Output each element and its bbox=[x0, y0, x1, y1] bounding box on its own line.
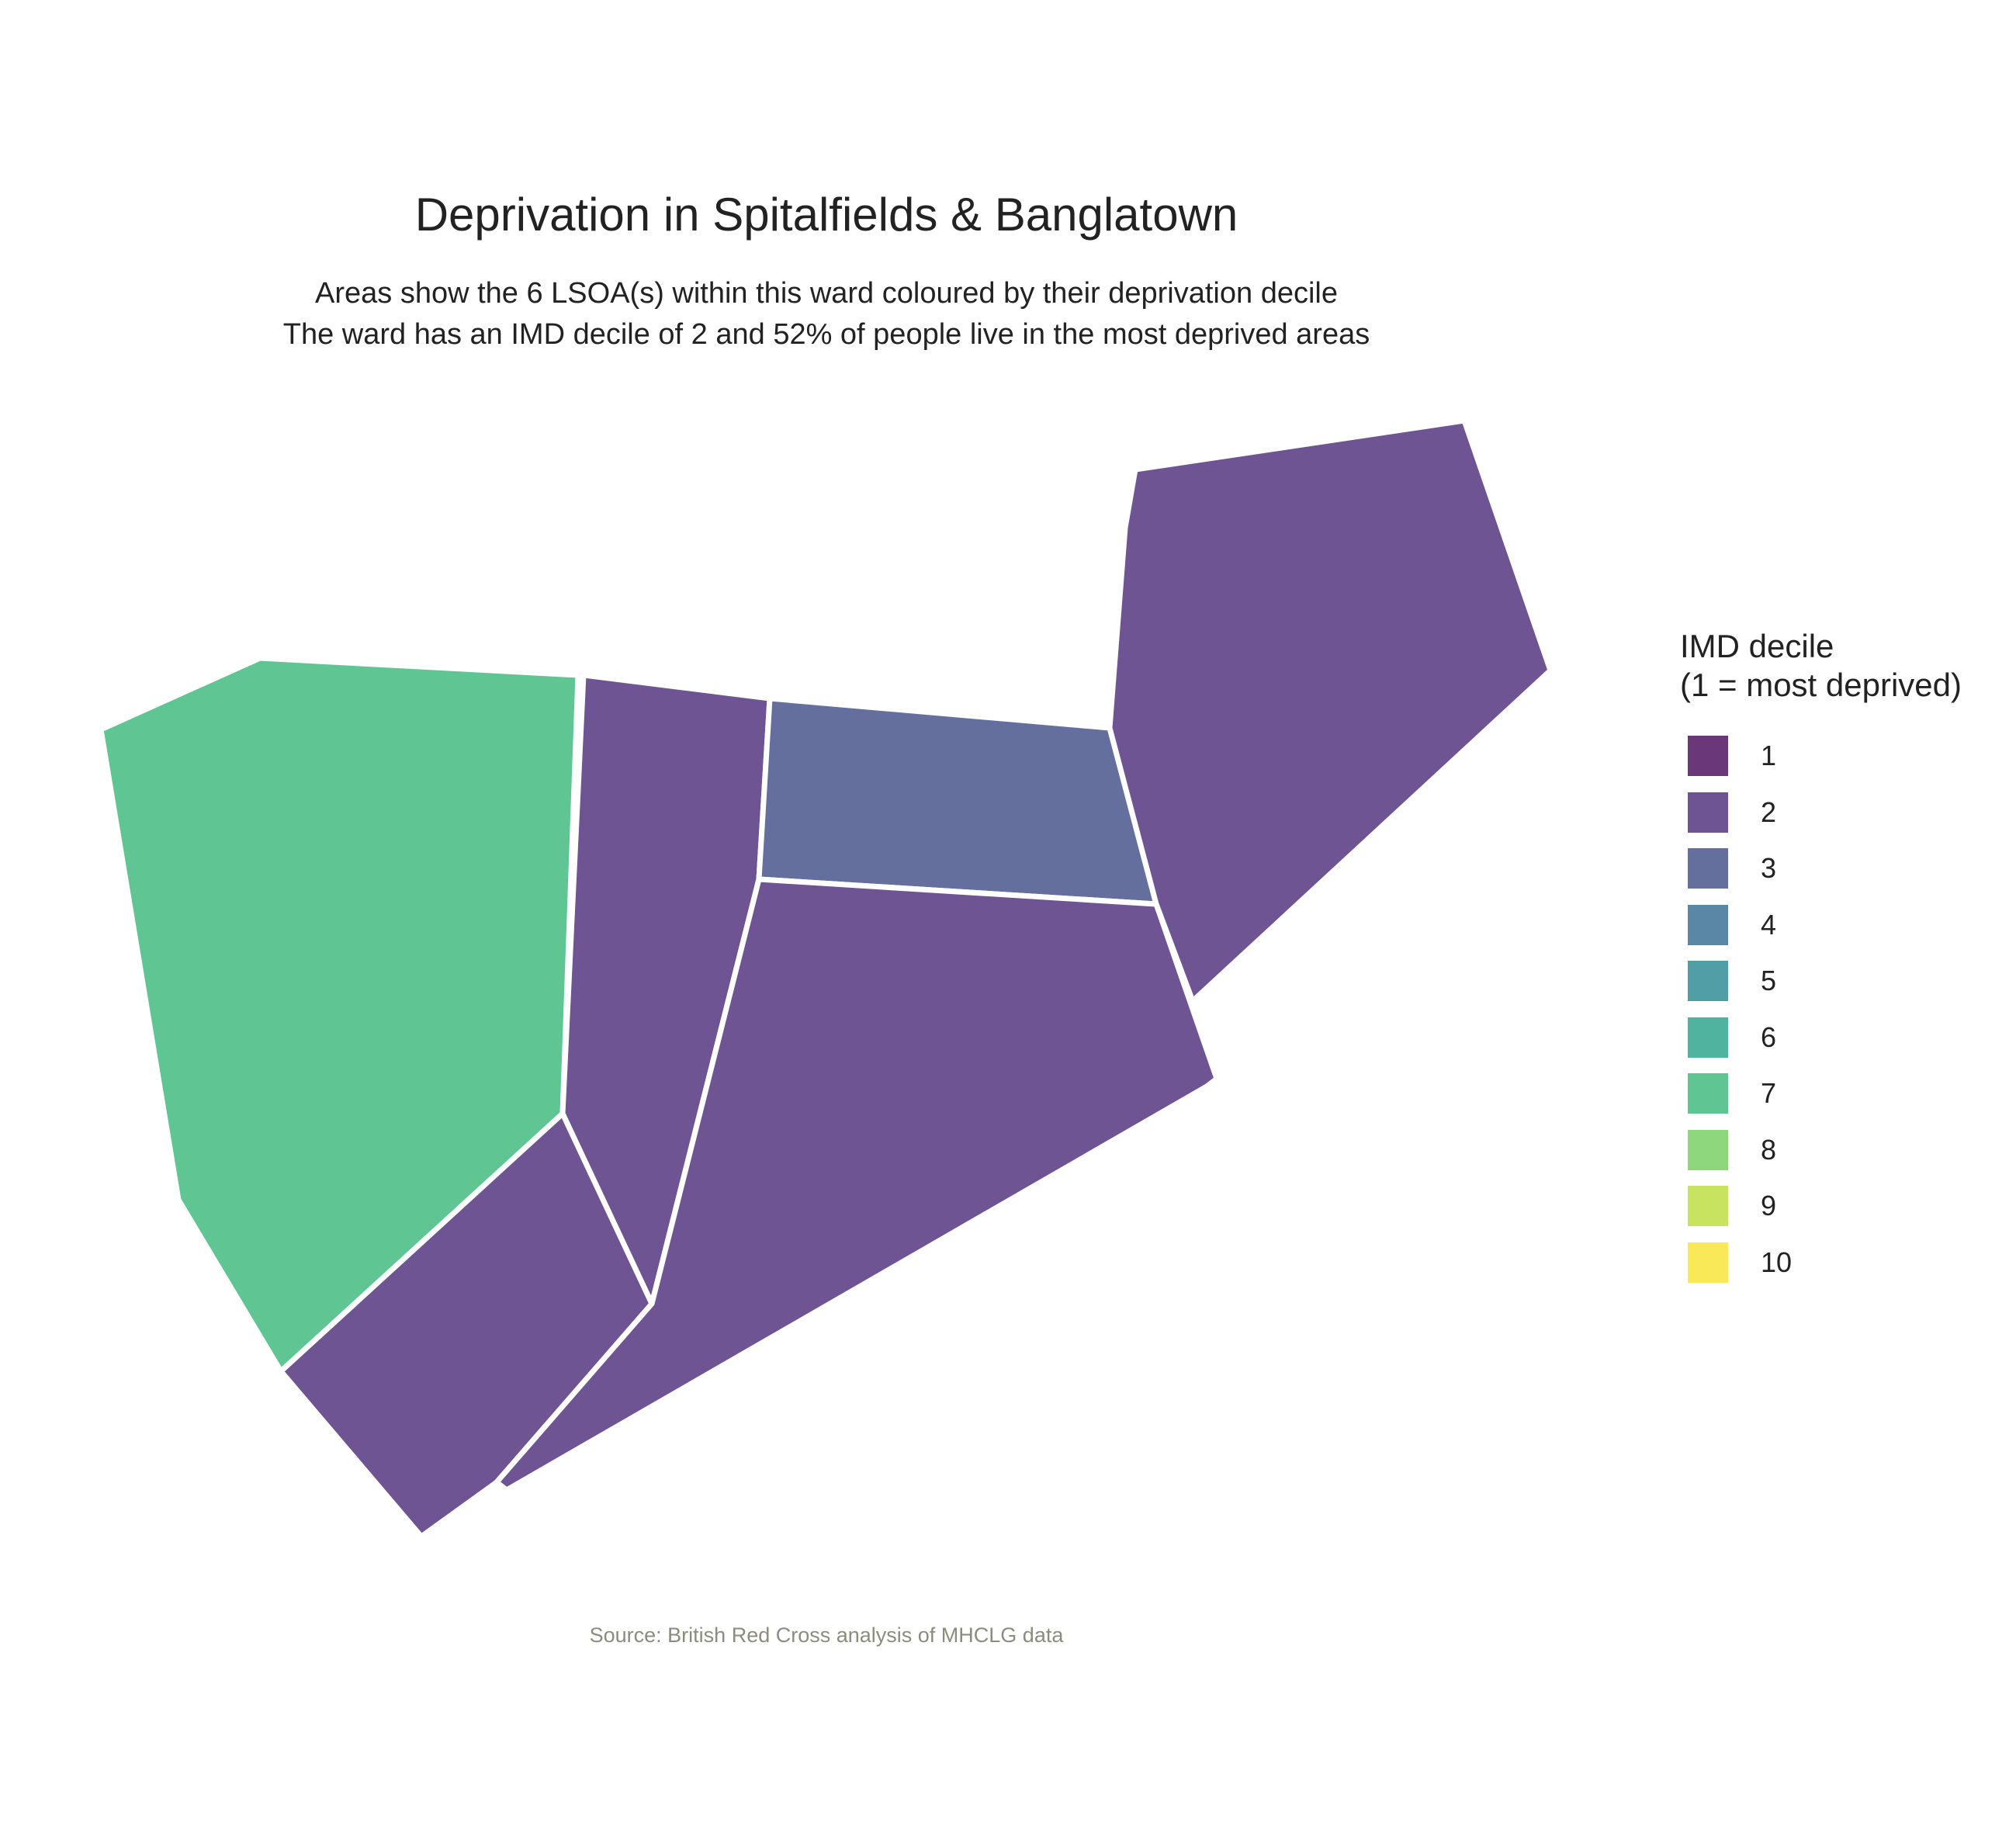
legend-swatch bbox=[1688, 848, 1728, 889]
legend-title-line-1: IMD decile bbox=[1680, 628, 1834, 664]
legend-label: 6 bbox=[1761, 1020, 1777, 1053]
area-lsoa-southwest bbox=[278, 1111, 655, 1540]
legend-label: 2 bbox=[1761, 795, 1777, 828]
legend-swatch bbox=[1688, 961, 1728, 1002]
legend-swatch bbox=[1688, 1242, 1728, 1283]
legend-swatch bbox=[1688, 1186, 1728, 1227]
legend-swatch bbox=[1688, 1129, 1728, 1170]
map-subtitle: Areas show the 6 LSOA(s) within this war… bbox=[0, 273, 1653, 355]
legend-item-8: 8 bbox=[1680, 1122, 1962, 1179]
legend-label: 4 bbox=[1761, 908, 1777, 941]
map-title: Deprivation in Spitalfields & Banglatown bbox=[414, 189, 1238, 241]
legend-label: 1 bbox=[1761, 740, 1777, 772]
legend: IMD decile (1 = most deprived) 1 2 3 4 5 6 7 8 9… bbox=[1680, 627, 1962, 1291]
legend-label: 5 bbox=[1761, 965, 1777, 997]
legend-item-6: 6 bbox=[1680, 1010, 1962, 1066]
legend-item-2: 2 bbox=[1680, 785, 1962, 841]
legend-item-5: 5 bbox=[1680, 953, 1962, 1010]
legend-item-10: 10 bbox=[1680, 1235, 1962, 1291]
legend-swatch bbox=[1688, 904, 1728, 945]
subtitle-line-2: The ward has an IMD decile of 2 and 52% … bbox=[282, 318, 1370, 351]
area-lsoa-northeast bbox=[1107, 418, 1554, 1004]
legend-item-7: 7 bbox=[1680, 1065, 1962, 1122]
legend-item-1: 1 bbox=[1680, 728, 1962, 785]
legend-swatch bbox=[1688, 792, 1728, 833]
legend-swatch bbox=[1688, 1017, 1728, 1058]
legend-title-line-2: (1 = most deprived) bbox=[1680, 667, 1962, 703]
legend-swatch bbox=[1688, 736, 1728, 777]
legend-label: 7 bbox=[1761, 1077, 1777, 1110]
legend-label: 10 bbox=[1761, 1246, 1793, 1278]
legend-item-3: 3 bbox=[1680, 840, 1962, 897]
legend-item-9: 9 bbox=[1680, 1178, 1962, 1235]
area-lsoa-central-north bbox=[756, 695, 1159, 907]
legend-label: 8 bbox=[1761, 1133, 1777, 1166]
subtitle-line-1: Areas show the 6 LSOA(s) within this war… bbox=[315, 277, 1338, 310]
legend-label: 9 bbox=[1761, 1190, 1777, 1222]
legend-swatch bbox=[1688, 1073, 1728, 1114]
source-caption: Source: British Red Cross analysis of MH… bbox=[589, 1623, 1064, 1647]
legend-label: 3 bbox=[1761, 852, 1777, 885]
legend-item-4: 4 bbox=[1680, 897, 1962, 954]
legend-items: 1 2 3 4 5 6 7 8 9 10 bbox=[1680, 728, 1962, 1291]
legend-title: IMD decile (1 = most deprived) bbox=[1680, 627, 1962, 705]
